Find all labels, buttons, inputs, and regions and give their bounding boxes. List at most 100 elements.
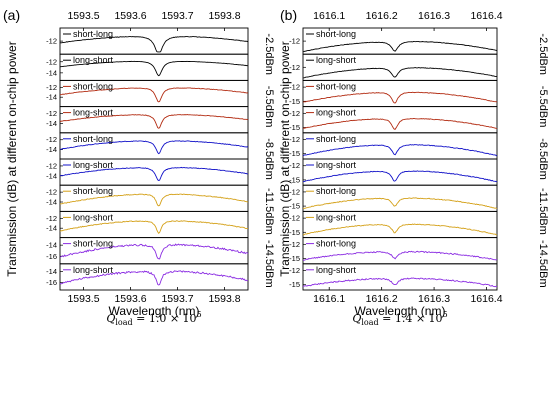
y-tick-label: -12 (289, 240, 300, 249)
legend-label: short-long (73, 134, 113, 144)
series-line-short-long (59, 35, 249, 53)
subplot-short-long: -12 short-long (289, 27, 498, 55)
y-tick-label: -12 (46, 83, 57, 92)
y-tick-label: -14 (46, 224, 57, 233)
series-line-long-short (59, 220, 249, 234)
series-line-long-short (302, 223, 498, 236)
power-label: -5.5dBm (537, 86, 549, 128)
subplot-short-long: -12-14 short-long (46, 184, 249, 212)
subplot-long-short: -12 -15 long-short (289, 210, 498, 239)
y-tick-label: -14 (46, 241, 57, 250)
subplot-short-long: -12 short-long (46, 27, 249, 55)
legend-label: long-short (73, 160, 114, 170)
y-tick-label: -16 (46, 278, 57, 287)
series-line-long-short (59, 60, 249, 77)
chart-panel-b: (b) 1616.1 1616.1 1616.2 1616.2 1616.3 1616.3 1… (278, 7, 549, 327)
series-line-short-long (302, 40, 498, 53)
y-tick-label: -15 (289, 149, 300, 158)
bottom-x-tick-label: 1593.7 (161, 293, 193, 305)
legend-label: short-long (73, 186, 113, 196)
legend-label: short-long (316, 29, 356, 39)
y-tick-label: -12 (289, 214, 300, 223)
series-line-short-long (302, 250, 498, 261)
top-x-tick-label: 1616.4 (470, 10, 502, 22)
subplot-long-short: -12 -15 long-short (289, 106, 498, 134)
subplot-long-short: -14 -16 long-short (46, 263, 249, 291)
y-tick-label: -15 (289, 123, 300, 132)
series-line-long-short (302, 170, 498, 183)
legend-label: short-long (73, 239, 113, 249)
y-tick-label: -14 (46, 93, 57, 102)
y-tick-label: -15 (289, 280, 300, 289)
y-tick-label: -14 (46, 267, 57, 276)
series-line-short-long (59, 243, 249, 260)
y-tick-label: -14 (46, 198, 57, 207)
bottom-x-tick-label: 1616.2 (366, 293, 398, 305)
power-label: -2.5dBm (537, 33, 549, 75)
subplot-frame (59, 263, 249, 291)
bottom-x-tick-label: 1593.5 (67, 293, 99, 305)
legend-label: long-short (73, 108, 114, 118)
power-label: -2.5dBm (263, 33, 275, 75)
legend-label: short-long (316, 239, 356, 249)
subplot-long-short: -12 -14 long-short (46, 53, 249, 81)
subplot-long-short: -12 long-short (289, 53, 498, 81)
series-line-long-short (59, 270, 249, 286)
legend-label: long-short (316, 160, 357, 170)
subplot-long-short: -12-14 long-short (46, 210, 249, 239)
series-line-short-long (302, 91, 498, 104)
subplot-frame (302, 263, 498, 291)
y-tick-label: -15 (289, 97, 300, 106)
y-axis-title: Transmission (dB) at different on-chip p… (5, 41, 19, 276)
y-tick-label: -12 (46, 37, 57, 46)
y-tick-label: -12 (46, 57, 57, 66)
top-x-tick-label: 1616.1 (313, 10, 345, 22)
y-tick-label: -14 (46, 68, 57, 77)
y-tick-label: -15 (289, 175, 300, 184)
bottom-x-tick-label: 1593.8 (208, 293, 240, 305)
y-tick-label: -14 (46, 171, 57, 180)
legend-label: long-short (73, 212, 114, 222)
subplot-short-long: -12 -15 short-long (289, 184, 498, 212)
series-line-short-long (302, 197, 498, 209)
y-tick-label: -12 (289, 161, 300, 170)
legend-label: long-short (73, 55, 114, 65)
chart-panel-a: (a) 1593.5 1593.5 1593.6 1593.6 1593.7 1593.7 1… (3, 7, 275, 327)
legend-label: short-long (73, 29, 113, 39)
series-line-long-short (59, 114, 249, 129)
y-tick-label: -12 (46, 214, 57, 223)
bottom-x-tick-label: 1593.6 (114, 293, 146, 305)
y-tick-label: -12 (289, 83, 300, 92)
power-label: -8.5dBm (263, 138, 275, 180)
x-axis-title: Wavelength (nm) (109, 304, 200, 318)
y-tick-label: -12 (289, 266, 300, 275)
top-x-tick-label: 1593.5 (67, 10, 99, 22)
y-tick-label: -12 (46, 135, 57, 144)
subplot-short-long: -12-14 short-long (46, 79, 249, 108)
y-tick-label: -12 (46, 109, 57, 118)
y-tick-label: -15 (289, 202, 300, 211)
y-tick-label: -16 (46, 252, 57, 261)
series-line-short-long (59, 87, 249, 103)
legend-label: short-long (316, 134, 356, 144)
top-x-tick-label: 1593.7 (161, 10, 193, 22)
subplot-long-short: -12 -15 long-short (289, 158, 498, 186)
bottom-x-tick-label: 1616.1 (313, 293, 345, 305)
legend-label: long-short (316, 265, 357, 275)
bottom-x-tick-label: 1616.3 (418, 293, 450, 305)
series-line-long-short (302, 67, 498, 79)
subplot-short-long: -12 -15 short-long (289, 79, 498, 108)
legend-label: long-short (316, 212, 357, 222)
y-tick-label: -12 (289, 63, 300, 72)
top-x-tick-label: 1616.3 (418, 10, 450, 22)
subplot-long-short: -12 -15 long-short (289, 263, 498, 291)
series-line-long-short (302, 117, 498, 130)
panel-letter: (b) (280, 7, 297, 23)
y-tick-label: -12 (289, 37, 300, 46)
y-tick-label: -15 (289, 254, 300, 263)
legend-label: short-long (316, 81, 356, 91)
top-x-tick-label: 1593.6 (114, 10, 146, 22)
power-label: -8.5dBm (537, 138, 549, 180)
